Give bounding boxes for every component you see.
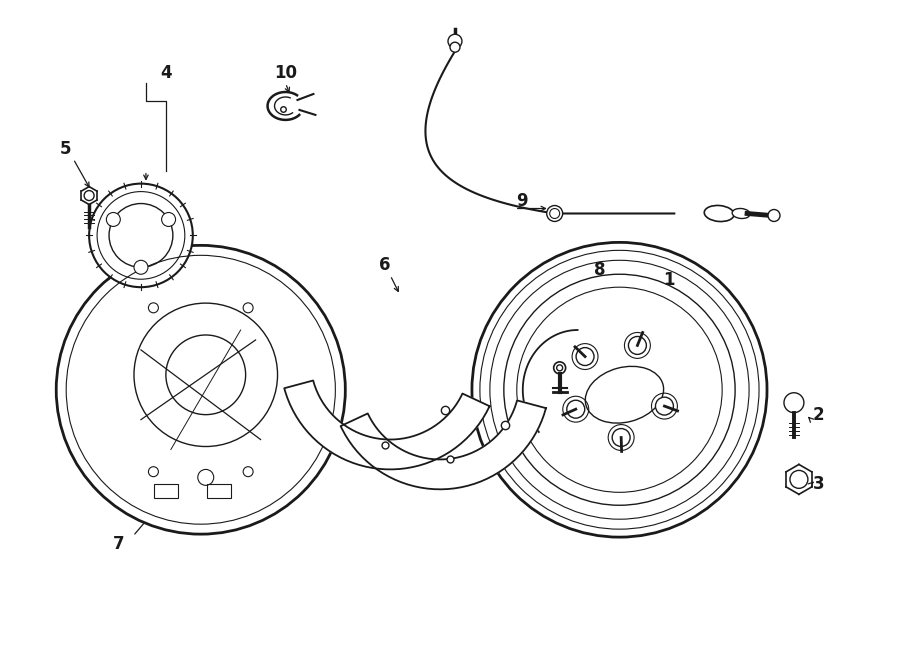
Circle shape bbox=[106, 212, 121, 227]
Polygon shape bbox=[284, 381, 490, 469]
FancyBboxPatch shape bbox=[154, 485, 178, 498]
Circle shape bbox=[472, 243, 767, 537]
Circle shape bbox=[243, 303, 253, 313]
Text: 2: 2 bbox=[813, 406, 824, 424]
Circle shape bbox=[768, 210, 780, 221]
Circle shape bbox=[243, 467, 253, 477]
Text: 8: 8 bbox=[594, 261, 606, 279]
Ellipse shape bbox=[705, 206, 734, 221]
Text: 1: 1 bbox=[663, 271, 675, 290]
Polygon shape bbox=[340, 401, 546, 489]
Circle shape bbox=[576, 348, 594, 366]
Circle shape bbox=[557, 365, 562, 371]
Text: 3: 3 bbox=[813, 475, 824, 493]
Circle shape bbox=[567, 400, 585, 418]
Text: 7: 7 bbox=[113, 535, 125, 553]
Circle shape bbox=[134, 303, 277, 447]
Circle shape bbox=[148, 467, 158, 477]
Circle shape bbox=[89, 184, 193, 287]
Circle shape bbox=[56, 245, 346, 534]
Text: 5: 5 bbox=[59, 139, 71, 158]
Text: 6: 6 bbox=[380, 256, 391, 274]
Circle shape bbox=[554, 362, 565, 374]
Circle shape bbox=[448, 34, 462, 48]
FancyBboxPatch shape bbox=[207, 485, 230, 498]
Circle shape bbox=[148, 303, 158, 313]
Circle shape bbox=[790, 471, 808, 488]
Circle shape bbox=[628, 336, 646, 354]
Circle shape bbox=[162, 212, 176, 227]
Ellipse shape bbox=[733, 208, 750, 219]
Circle shape bbox=[655, 397, 673, 415]
Text: 9: 9 bbox=[516, 192, 527, 210]
Text: 10: 10 bbox=[274, 64, 297, 82]
Circle shape bbox=[546, 206, 562, 221]
Text: 4: 4 bbox=[160, 64, 172, 82]
Circle shape bbox=[450, 42, 460, 52]
Circle shape bbox=[612, 428, 630, 446]
Circle shape bbox=[134, 260, 148, 274]
Circle shape bbox=[784, 393, 804, 412]
